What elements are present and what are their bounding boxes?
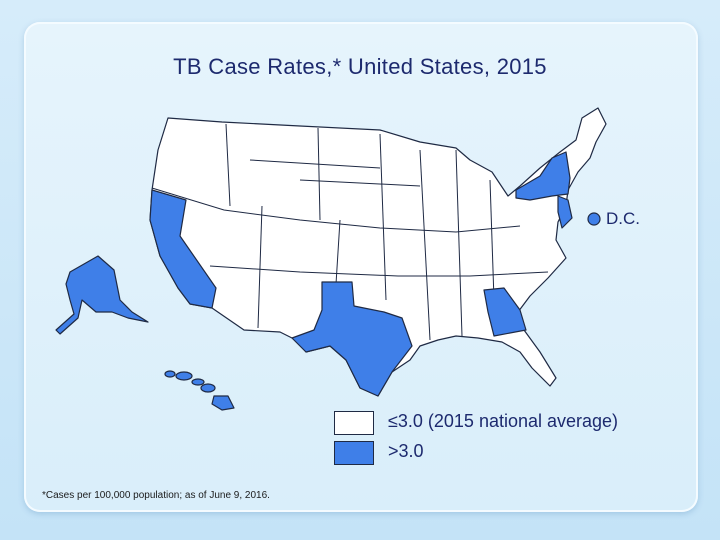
map-title: TB Case Rates,* United States, 2015	[173, 54, 547, 79]
california-state	[149, 189, 217, 309]
legend-swatch-high	[334, 441, 374, 465]
legend-label-low: ≤3.0 (2015 national average)	[388, 411, 619, 431]
texas-state	[291, 281, 413, 397]
legend-swatch-low	[334, 411, 374, 435]
footnote: *Cases per 100,000 population; as of Jun…	[42, 490, 270, 501]
legend-label-high: >3.0	[388, 441, 424, 461]
alaska-state	[55, 255, 149, 335]
georgia-state	[483, 287, 527, 337]
dc-marker	[587, 212, 601, 226]
state-borders	[151, 123, 549, 341]
hawaii-islands	[164, 370, 235, 411]
new-jersey-state	[557, 195, 573, 229]
new-york-state	[515, 151, 571, 201]
dc-label: D.C.	[606, 209, 640, 228]
